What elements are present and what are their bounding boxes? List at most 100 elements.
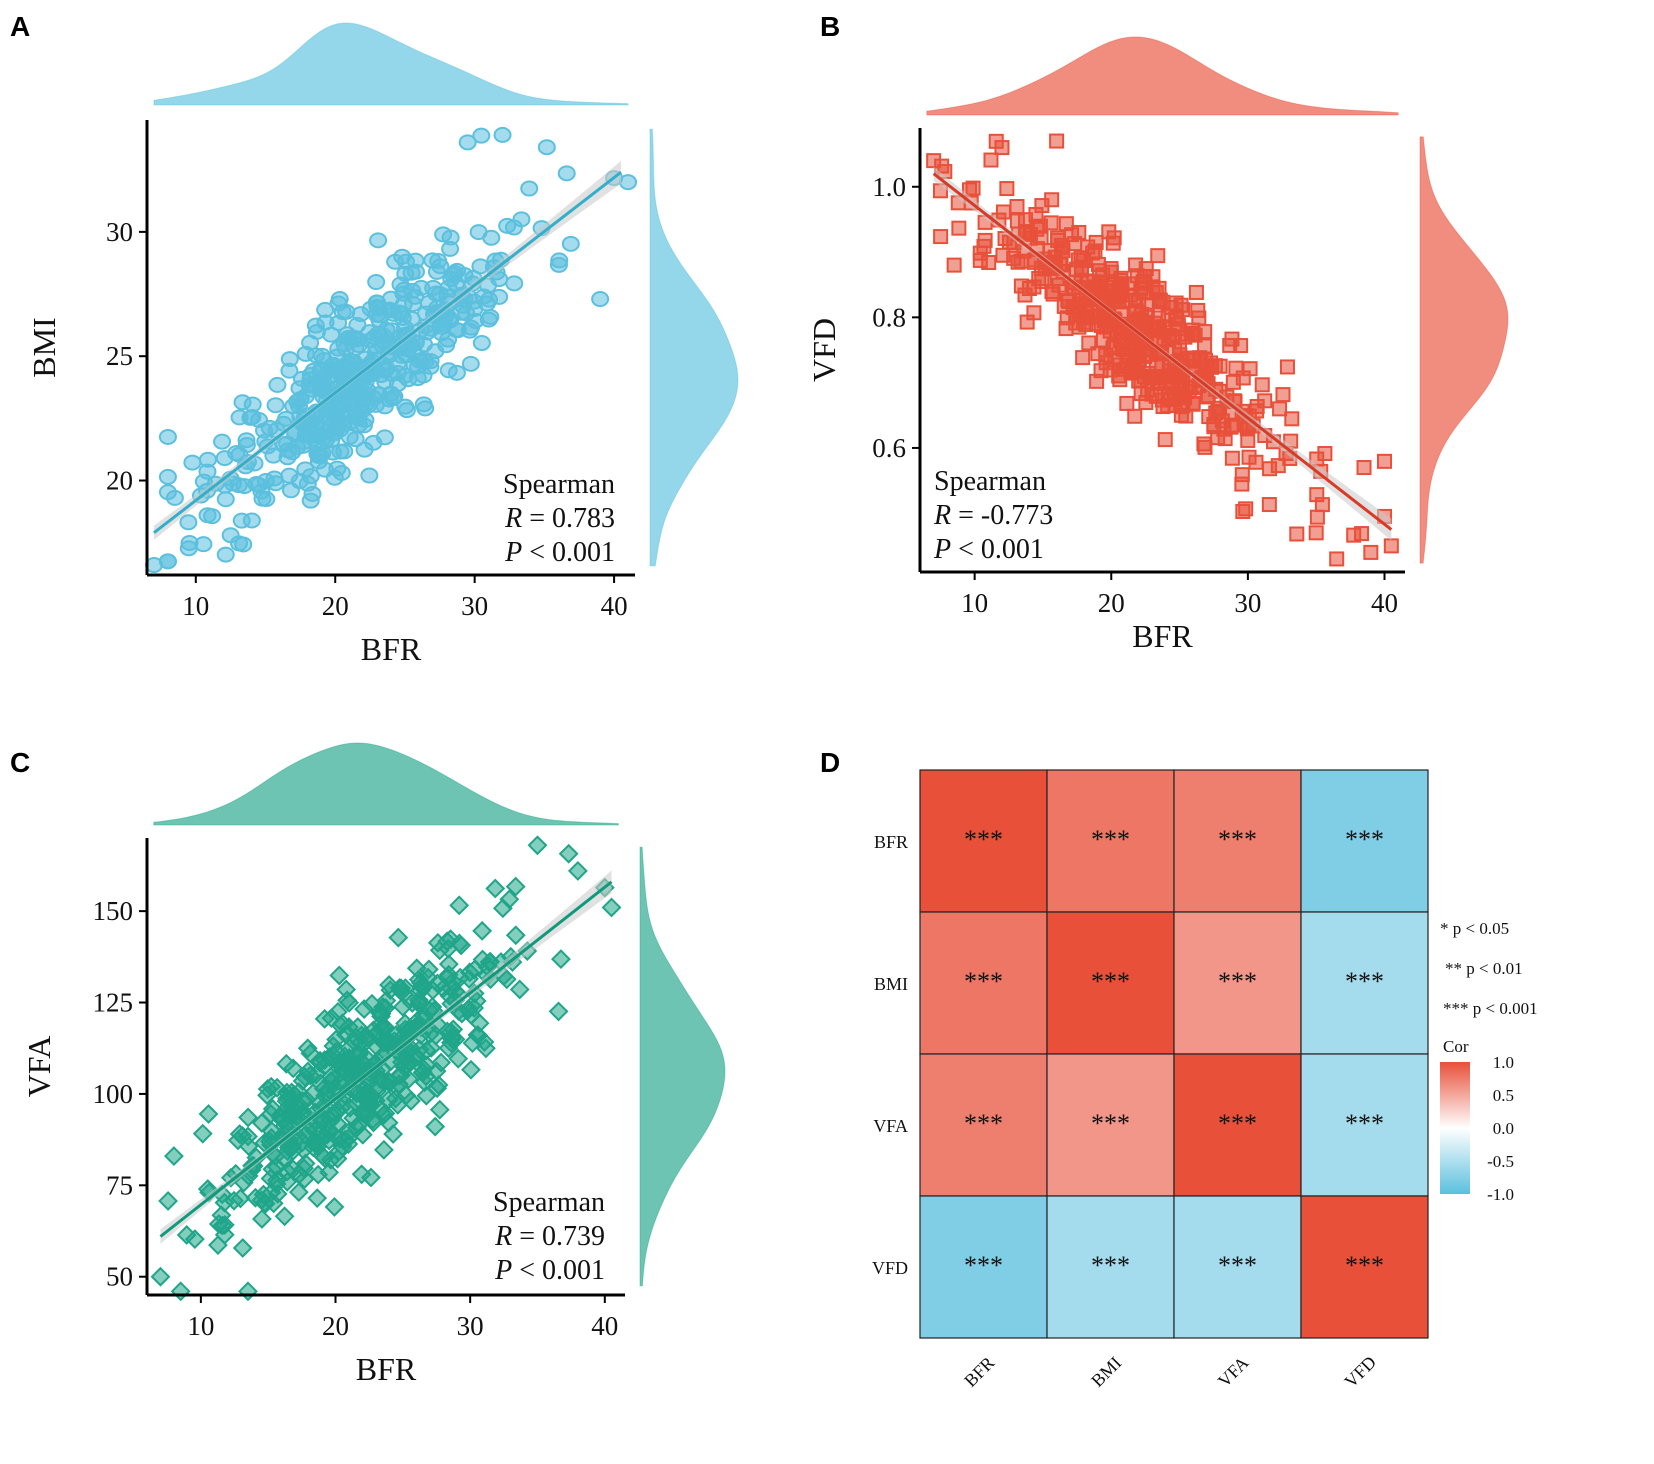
column-label: BFR (960, 1353, 998, 1391)
x-tick-label: 40 (601, 591, 628, 621)
data-point (499, 889, 520, 910)
data-point (150, 1266, 171, 1287)
heatmap-cell (1300, 769, 1429, 913)
significance-stars: *** (1218, 1251, 1257, 1280)
data-point (268, 376, 287, 393)
data-point (1080, 310, 1096, 326)
data-point (373, 1139, 394, 1160)
data-point (1113, 270, 1129, 286)
significance-stars: *** (1091, 967, 1130, 996)
data-point (242, 512, 261, 529)
data-point (230, 1188, 251, 1209)
x-tick-label: 30 (1234, 588, 1261, 618)
data-point (1171, 339, 1187, 355)
data-point (176, 1225, 197, 1245)
y-tick-label: 0.6 (872, 433, 906, 463)
regression-line (932, 172, 1393, 531)
data-point (1185, 395, 1201, 411)
heatmap-cell (1046, 911, 1175, 1055)
data-point (505, 876, 526, 897)
significance-legend-item: *** p < 0.001 (1443, 999, 1538, 1018)
data-point (1045, 286, 1061, 302)
data-point (399, 1051, 420, 1072)
data-point (1081, 335, 1097, 351)
heatmap-cell (919, 1053, 1048, 1197)
data-point (1105, 235, 1121, 251)
data-point (439, 362, 458, 379)
y-tick-label: 0.8 (872, 302, 906, 332)
data-point (229, 1124, 250, 1144)
data-point (158, 1191, 178, 1211)
significance-stars: *** (1345, 825, 1384, 854)
data-point (158, 468, 177, 485)
significance-stars: *** (1091, 1109, 1130, 1138)
data-point (214, 1192, 235, 1213)
data-point (423, 252, 442, 269)
data-point (237, 432, 256, 449)
data-point (1383, 538, 1399, 554)
data-point (277, 1161, 298, 1182)
data-point (417, 1055, 437, 1076)
data-point (1150, 248, 1166, 264)
data-point (1188, 284, 1204, 300)
data-point (1224, 450, 1240, 466)
data-point (319, 1162, 340, 1183)
data-point (498, 217, 517, 234)
data-point (356, 411, 375, 428)
data-point (425, 1116, 446, 1137)
data-point (520, 180, 539, 197)
data-point (558, 843, 579, 864)
colorbar-tick-label: 1.0 (1493, 1053, 1514, 1072)
significance-stars: *** (964, 825, 1003, 854)
y-tick-label: 30 (106, 217, 133, 247)
data-point (350, 1033, 371, 1053)
data-point (418, 324, 437, 341)
r-statistic: R = -0.773 (933, 500, 1053, 531)
y-tick-label: 25 (106, 341, 133, 371)
data-point (591, 291, 610, 308)
data-point (461, 355, 480, 372)
y-axis-title: BMI (26, 317, 62, 377)
data-point (295, 1067, 316, 1087)
data-point (460, 322, 479, 339)
data-point (995, 204, 1011, 220)
panel-letter-d: D (820, 747, 840, 778)
heatmap-cell (919, 1195, 1048, 1339)
data-point (439, 279, 458, 296)
data-point (266, 397, 285, 414)
data-point (392, 305, 411, 322)
data-point (551, 949, 571, 970)
data-point (482, 229, 501, 246)
heatmap-cell (1300, 1195, 1429, 1339)
x-tick-label: 40 (1371, 588, 1398, 618)
x-tick-label: 20 (322, 591, 349, 621)
data-point (1197, 338, 1213, 354)
p-statistic: P < 0.001 (494, 1255, 605, 1286)
data-point (1309, 509, 1325, 525)
data-point (1235, 503, 1251, 519)
y-axis-title: VFA (21, 1036, 57, 1098)
spearman-label: Spearman (934, 466, 1046, 497)
data-point (926, 153, 942, 169)
data-point (1059, 310, 1075, 326)
data-point (1308, 525, 1324, 541)
data-point (448, 262, 467, 279)
data-point (408, 358, 427, 375)
data-point (549, 256, 568, 273)
significance-stars: *** (1091, 1251, 1130, 1280)
data-point (983, 152, 999, 168)
data-point (319, 1047, 340, 1067)
data-point (561, 235, 580, 252)
heatmap-cell (1300, 1053, 1429, 1197)
y-tick-label: 50 (106, 1262, 133, 1292)
data-point (999, 181, 1015, 197)
data-point (360, 467, 379, 484)
x-axis-title: BFR (1132, 618, 1193, 654)
data-point (933, 229, 949, 245)
data-point (1085, 245, 1101, 261)
data-point (301, 492, 320, 509)
data-point (468, 1025, 489, 1046)
data-point (1289, 526, 1305, 542)
